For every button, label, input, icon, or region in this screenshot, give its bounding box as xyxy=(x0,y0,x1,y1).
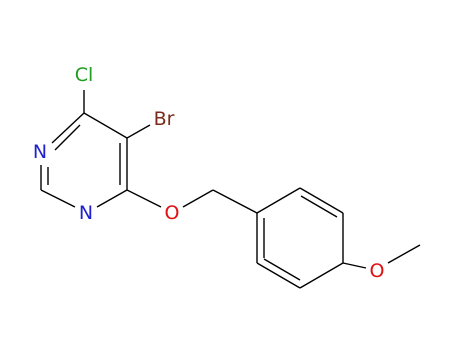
atom-label: Cl xyxy=(75,64,94,86)
atom-label: N xyxy=(79,202,93,224)
bonds xyxy=(40,90,421,289)
atom-label: N xyxy=(33,141,47,163)
atom-label: Br xyxy=(154,108,175,130)
atom-label: O xyxy=(165,202,180,224)
atom-label: O xyxy=(370,260,385,282)
